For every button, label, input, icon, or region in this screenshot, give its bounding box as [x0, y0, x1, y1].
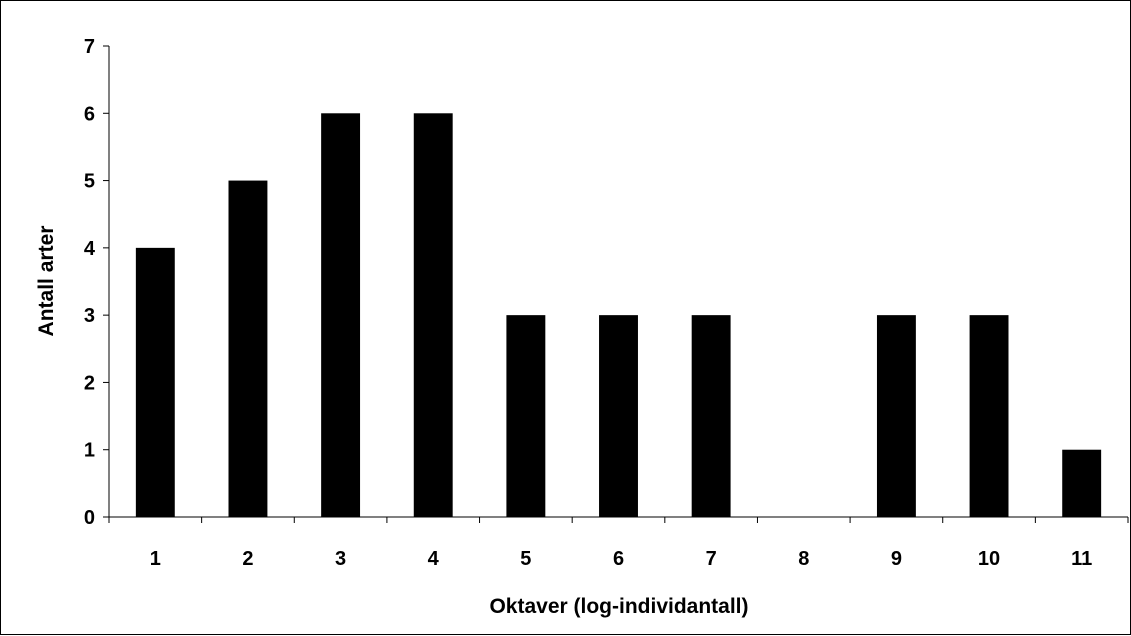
- y-tick-label: 1: [84, 440, 95, 462]
- bar-9: [876, 315, 916, 517]
- y-axis-title: Antall arter: [35, 226, 58, 337]
- bar-2: [228, 180, 268, 517]
- x-tick-label: 10: [978, 548, 1000, 570]
- x-tick-label: 6: [613, 548, 624, 570]
- bar-1: [135, 247, 175, 518]
- y-tick-label: 6: [84, 103, 95, 125]
- x-tick-label: 2: [242, 548, 253, 570]
- y-tick-label: 0: [84, 507, 95, 529]
- bar-11: [1062, 449, 1102, 517]
- bar-7: [691, 315, 731, 517]
- x-tick-label: 5: [520, 548, 531, 570]
- y-tick-label: 3: [84, 305, 95, 327]
- y-tick-label: 4: [84, 238, 96, 260]
- x-tick-label: 4: [428, 548, 440, 570]
- x-axis-title: Oktaver (log-individantall): [489, 595, 748, 618]
- x-tick-label: 9: [891, 548, 902, 570]
- bar-5: [506, 315, 546, 517]
- bar-6: [599, 315, 638, 517]
- bar-3: [321, 113, 361, 517]
- y-tick-label: 7: [84, 36, 95, 58]
- y-tick-label: 5: [84, 171, 95, 193]
- bar-4: [413, 113, 453, 517]
- x-tick-label: 1: [150, 548, 161, 570]
- axes-layer: [103, 45, 1129, 523]
- bar-10: [969, 315, 1009, 517]
- x-tick-label: 11: [1071, 548, 1092, 570]
- y-tick-label: 2: [84, 372, 95, 394]
- bars-layer: [135, 113, 1102, 518]
- x-tick-label: 3: [335, 548, 346, 570]
- x-tick-label: 7: [706, 548, 717, 570]
- x-tick-label: 8: [798, 548, 809, 570]
- labels-layer: 0 1 2 3 4 5 6 7 1 2 3 4 5 6 7 8 9 10 11: [84, 36, 1092, 570]
